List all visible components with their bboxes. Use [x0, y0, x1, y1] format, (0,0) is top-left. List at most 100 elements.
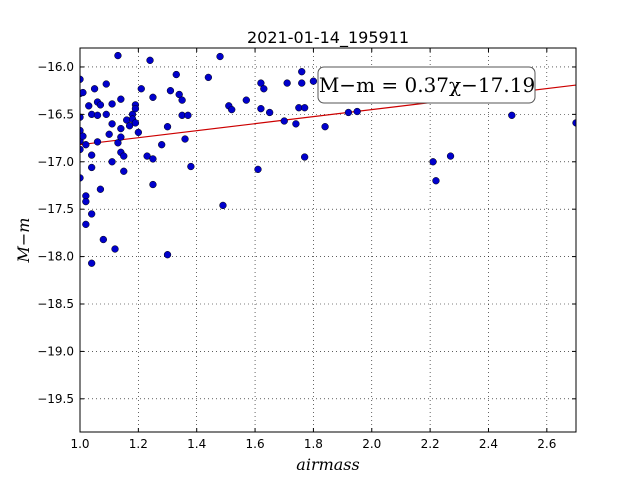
data-point: [117, 133, 125, 141]
data-point: [181, 135, 189, 143]
data-point: [96, 101, 105, 109]
x-tick-label: 2.6: [537, 437, 556, 451]
data-point: [82, 220, 90, 229]
data-point: [321, 123, 329, 131]
data-point: [117, 124, 125, 133]
data-point: [280, 117, 288, 125]
data-point: [117, 95, 125, 103]
data-point: [146, 56, 154, 64]
data-point: [178, 96, 186, 104]
data-point: [219, 201, 227, 210]
x-tick-label: 1.0: [70, 437, 89, 451]
data-point: [102, 110, 110, 119]
data-point: [80, 75, 84, 83]
data-point: [187, 162, 195, 171]
data-point: [432, 177, 440, 185]
data-point: [114, 51, 122, 60]
data-point: [85, 102, 93, 110]
x-tick-label: 2.2: [421, 437, 440, 451]
data-point: [90, 85, 99, 93]
data-point: [283, 79, 291, 87]
data-point: [228, 105, 236, 114]
data-point: [99, 235, 107, 244]
y-tick-label: −19.0: [37, 344, 74, 358]
data-point: [125, 122, 134, 130]
data-point: [80, 88, 87, 97]
chart-title: 2021-01-14_195911: [247, 28, 409, 48]
y-axis-label: M−m: [14, 218, 33, 264]
data-point: [88, 163, 96, 172]
data-point: [204, 73, 213, 82]
data-point: [446, 152, 455, 160]
axis-ticks: 1.0 1.2 1.4 1.6 1.8 2.0 2.2 2.4 2.6 −16.0 −16.5 −17…: [37, 48, 576, 451]
data-point: [292, 120, 300, 128]
data-point: [216, 52, 224, 61]
y-tick-label: −18.0: [37, 250, 74, 264]
data-point: [80, 113, 84, 121]
x-tick-label: 2.4: [479, 437, 498, 451]
data-point: [163, 251, 172, 259]
y-tick-label: −16.0: [37, 60, 74, 74]
data-point: [508, 111, 516, 119]
fit-equation-annotation: M−m = 0.37χ−17.19: [317, 66, 536, 104]
data-point: [158, 141, 166, 149]
x-tick-label: 1.8: [304, 437, 323, 451]
data-point: [353, 107, 361, 116]
data-point: [131, 105, 140, 113]
data-point: [301, 153, 309, 161]
annotation-box: [317, 66, 536, 104]
data-point: [344, 108, 353, 117]
data-point: [429, 158, 437, 166]
data-point: [163, 123, 172, 131]
data-point: [143, 152, 151, 160]
data-point: [257, 79, 265, 87]
y-tick-label: −17.5: [37, 202, 74, 216]
data-point: [265, 108, 274, 117]
data-point: [108, 100, 116, 108]
data-point: [260, 85, 268, 93]
data-point: [184, 111, 192, 119]
data-point: [105, 130, 113, 138]
x-tick-label: 2.0: [362, 437, 381, 451]
data-point: [82, 197, 90, 206]
data-point: [80, 126, 84, 135]
y-tick-label: −17.0: [37, 155, 74, 169]
data-point: [93, 138, 102, 146]
data-point: [175, 90, 183, 99]
data-point: [149, 93, 157, 101]
data-point: [149, 155, 157, 163]
data-point: [102, 80, 110, 88]
data-point: [242, 96, 250, 104]
data-point: [120, 152, 128, 160]
data-point: [166, 87, 175, 95]
data-point: [301, 104, 309, 112]
x-axis-label: airmass: [296, 455, 359, 474]
data-point: [298, 68, 306, 76]
data-point: [134, 128, 143, 137]
data-point: [108, 120, 116, 128]
x-tick-label: 1.2: [129, 437, 148, 451]
data-point: [111, 245, 119, 253]
data-point: [120, 167, 128, 175]
data-point: [114, 139, 122, 147]
data-point: [131, 119, 140, 127]
data-point: [149, 180, 157, 189]
data-point: [80, 174, 84, 182]
data-point: [96, 185, 105, 193]
data-point: [108, 158, 116, 166]
data-point: [80, 132, 87, 140]
data-point: [309, 77, 318, 85]
data-point: [80, 145, 84, 154]
x-tick-label: 1.4: [187, 437, 206, 451]
y-tick-label: −18.5: [37, 297, 74, 311]
data-point: [82, 141, 90, 149]
x-tick-label: 1.6: [246, 437, 265, 451]
plot-frame: [79, 47, 577, 433]
data-point: [137, 85, 145, 93]
y-tick-label: −16.5: [37, 107, 74, 121]
data-point: [88, 210, 96, 218]
y-tick-label: −19.5: [37, 392, 74, 406]
data-point: [298, 79, 306, 87]
data-point: [88, 151, 96, 159]
